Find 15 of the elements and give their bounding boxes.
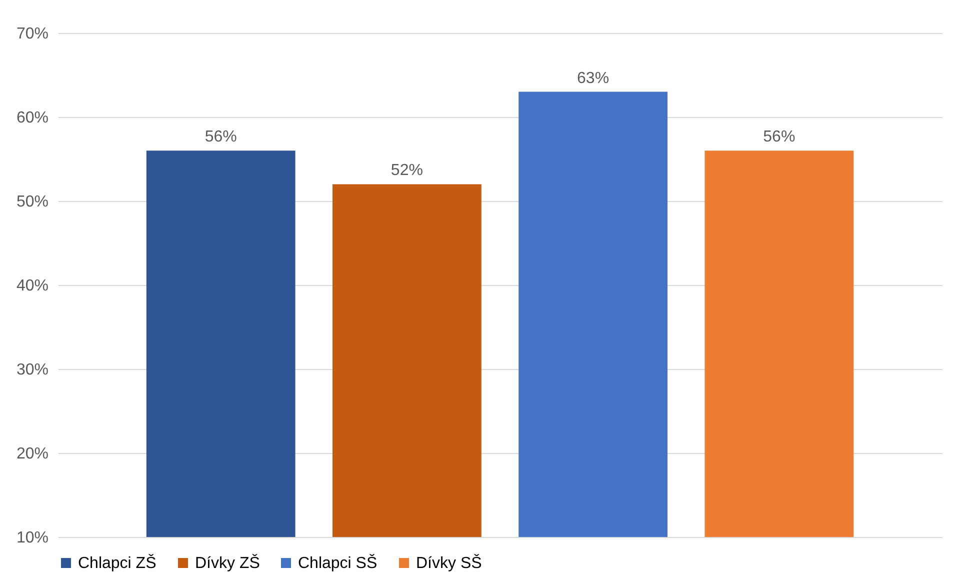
legend-label: Dívky SŠ [416, 554, 482, 572]
y-tick-label: 50% [16, 194, 48, 210]
y-tick-label: 70% [16, 26, 48, 42]
y-tick-label: 60% [16, 110, 48, 126]
data-label: 63% [577, 70, 610, 87]
legend-label: Chlapci ZŠ [78, 554, 156, 572]
data-label: 52% [390, 162, 423, 180]
legend-label: Chlapci SŠ [298, 554, 378, 572]
y-tick-label: 10% [16, 530, 48, 546]
data-label: 56% [204, 128, 237, 146]
data-label: 56% [763, 128, 796, 146]
y-tick-label: 20% [16, 446, 48, 462]
y-tick-label: 30% [16, 362, 48, 378]
y-tick-label: 40% [16, 278, 48, 294]
legend-label: Dívky ZŠ [195, 554, 260, 572]
